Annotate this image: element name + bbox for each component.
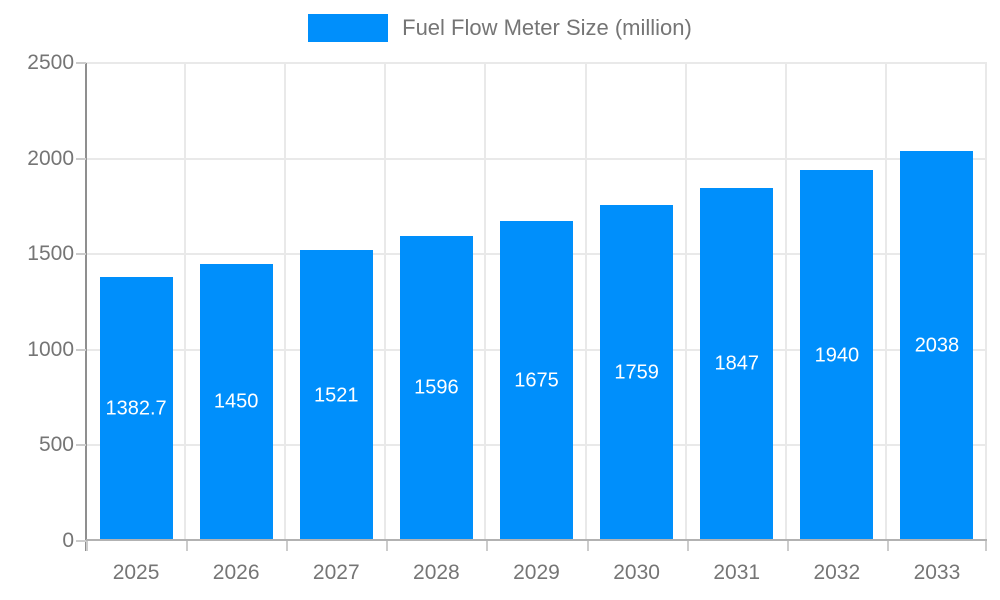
y-axis-tick <box>76 253 86 256</box>
y-axis-tick <box>76 444 86 447</box>
gridline-vertical <box>584 63 587 541</box>
y-axis-line <box>85 63 87 551</box>
gridline-vertical <box>384 63 387 541</box>
x-tick-label: 2025 <box>112 561 160 584</box>
x-tick-label: 2029 <box>513 561 560 584</box>
gridline-vertical <box>184 63 187 541</box>
bar: 1521 <box>299 250 373 541</box>
gridline-vertical <box>284 63 287 541</box>
x-axis-tick <box>286 541 289 551</box>
bar-value-label: 2038 <box>914 334 960 357</box>
x-tick-label: 2027 <box>312 561 360 584</box>
y-axis-tick <box>76 540 86 542</box>
legend-swatch-icon <box>308 14 389 42</box>
bar-value-label: 1450 <box>213 390 259 413</box>
x-axis-tick <box>586 541 589 551</box>
x-tick-label: 2033 <box>913 561 961 584</box>
x-axis-tick <box>186 541 189 551</box>
gridline-horizontal <box>86 62 987 64</box>
x-tick-label: 2028 <box>413 561 460 584</box>
y-axis-tick <box>76 62 86 64</box>
bar: 1596 <box>399 235 473 541</box>
bar: 1759 <box>600 204 674 541</box>
y-tick-label: 1000 <box>27 337 74 361</box>
x-axis-line <box>86 539 987 541</box>
gridline-vertical <box>684 63 687 541</box>
y-axis-tick <box>76 348 86 351</box>
y-axis-tick <box>76 157 86 160</box>
legend-item[interactable]: Fuel Flow Meter Size (million) <box>308 14 692 42</box>
bar-value-label: 1596 <box>414 376 459 399</box>
chart-legend: Fuel Flow Meter Size (million) <box>0 14 1000 42</box>
x-axis-tick <box>886 541 889 551</box>
x-tick-label: 2032 <box>813 561 861 584</box>
gridline-vertical <box>784 63 787 541</box>
x-axis-tick <box>786 541 789 551</box>
x-axis-tick <box>86 541 88 551</box>
bar-value-label: 1382.7 <box>105 397 167 420</box>
y-tick-label: 2000 <box>27 146 74 170</box>
bar-value-label: 1847 <box>714 352 759 375</box>
bar-value-label: 1675 <box>514 369 559 392</box>
x-axis-tick <box>985 541 987 551</box>
bar-value-label: 1759 <box>614 361 659 384</box>
x-axis-tick <box>686 541 689 551</box>
x-tick-label: 2026 <box>212 561 260 584</box>
x-tick-label: 2031 <box>713 561 761 584</box>
y-tick-label: 1500 <box>27 242 74 266</box>
bar: 1382.7 <box>99 276 173 541</box>
bar: 2038 <box>900 151 974 541</box>
x-axis-tick <box>486 541 489 551</box>
gridline-vertical <box>985 63 987 541</box>
gridline-vertical <box>884 63 887 541</box>
gridline-horizontal <box>86 157 987 160</box>
x-axis-tick <box>386 541 389 551</box>
legend-label: Fuel Flow Meter Size (million) <box>402 15 692 40</box>
bar-value-label: 1521 <box>314 384 359 407</box>
x-tick-label: 2030 <box>613 561 660 584</box>
gridline-vertical <box>484 63 487 541</box>
plot-area: 1382.7 1450 1521 1596 1675 1759 1847 1940 2038 <box>86 62 987 541</box>
y-tick-label: 2500 <box>27 51 74 74</box>
bar: 1675 <box>500 220 573 541</box>
bar: 1847 <box>700 187 774 541</box>
y-tick-label: 0 <box>62 529 74 552</box>
bar: 1450 <box>199 263 273 541</box>
bar-value-label: 1940 <box>814 344 860 367</box>
bar: 1940 <box>800 170 874 541</box>
y-tick-label: 500 <box>38 433 74 457</box>
